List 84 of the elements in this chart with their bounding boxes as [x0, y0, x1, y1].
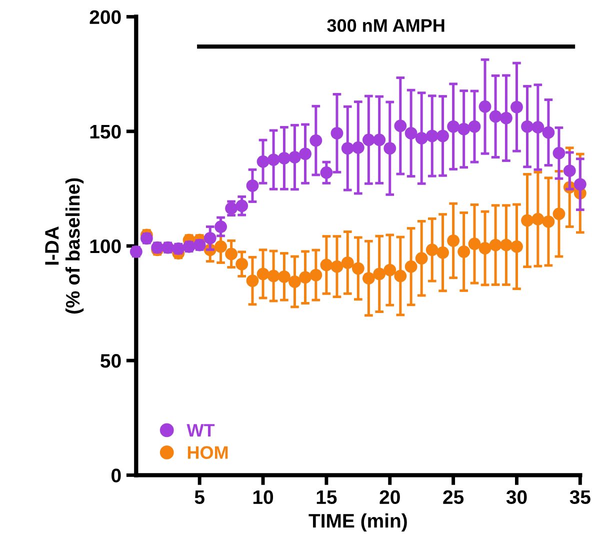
y-tick-label: 200 — [90, 10, 121, 24]
point — [256, 155, 270, 168]
annotation: 300 nM AMPH — [327, 19, 444, 32]
point — [436, 130, 449, 142]
y-tick-label: 0 — [112, 468, 121, 482]
point — [341, 256, 354, 269]
point — [542, 126, 555, 139]
point — [458, 245, 470, 258]
point — [415, 252, 428, 265]
point — [288, 276, 301, 288]
point — [214, 240, 227, 253]
point — [278, 270, 290, 283]
point — [330, 126, 344, 140]
point — [310, 268, 322, 282]
x-axis-title: TIME (min) — [308, 513, 407, 532]
point — [299, 148, 312, 160]
point — [373, 134, 386, 146]
point — [521, 214, 534, 227]
point — [352, 262, 364, 275]
point — [384, 264, 396, 276]
point — [458, 122, 470, 136]
point — [489, 238, 502, 252]
point — [426, 244, 438, 256]
point — [246, 274, 259, 288]
point — [394, 120, 407, 132]
point — [510, 240, 523, 253]
point — [552, 208, 566, 220]
point — [236, 200, 248, 212]
point — [574, 178, 586, 191]
point — [288, 151, 301, 164]
point — [225, 248, 238, 260]
point — [362, 134, 375, 146]
point — [278, 152, 290, 164]
point — [267, 270, 280, 282]
x-tick-label: 30 — [506, 490, 527, 504]
x-tick-label: 15 — [316, 490, 337, 504]
point — [373, 268, 386, 280]
point — [468, 238, 481, 250]
point — [500, 112, 512, 124]
point — [341, 142, 354, 155]
x-tick-label: 35 — [570, 490, 590, 504]
point — [468, 120, 481, 133]
point — [404, 126, 418, 140]
point — [426, 130, 438, 142]
legend-label: HOM — [188, 446, 228, 459]
y-tick-label: 150 — [90, 124, 121, 139]
point — [510, 100, 523, 114]
point — [415, 132, 428, 144]
point — [246, 179, 259, 192]
point — [478, 100, 492, 113]
point — [404, 260, 418, 273]
y-tick-label: 50 — [100, 354, 121, 368]
point — [236, 258, 248, 270]
point — [489, 110, 502, 123]
point — [352, 141, 364, 154]
point — [394, 270, 407, 282]
point — [532, 121, 544, 134]
point — [436, 246, 449, 259]
legend-label: WT — [186, 424, 215, 437]
y-axis-title: I-DA (% of baseline) — [45, 178, 84, 314]
x-tick-label: 25 — [443, 490, 464, 504]
point — [204, 232, 216, 244]
point — [552, 146, 566, 160]
point — [299, 271, 312, 284]
point — [563, 164, 576, 177]
x-tick-label: 20 — [380, 490, 400, 504]
point — [330, 260, 344, 273]
point — [447, 120, 460, 133]
x-tick-label: 5 — [194, 490, 204, 504]
point — [256, 268, 270, 280]
point — [500, 238, 512, 252]
y-tick-label: 100 — [90, 239, 121, 254]
point — [521, 120, 534, 133]
point — [542, 215, 555, 228]
point — [532, 212, 544, 226]
point — [478, 242, 492, 254]
point — [362, 272, 375, 284]
point — [267, 154, 280, 166]
point — [310, 134, 322, 147]
point — [384, 142, 396, 155]
point — [447, 234, 460, 247]
x-tick-label: 10 — [253, 490, 274, 504]
point — [320, 258, 333, 272]
point — [320, 166, 333, 179]
